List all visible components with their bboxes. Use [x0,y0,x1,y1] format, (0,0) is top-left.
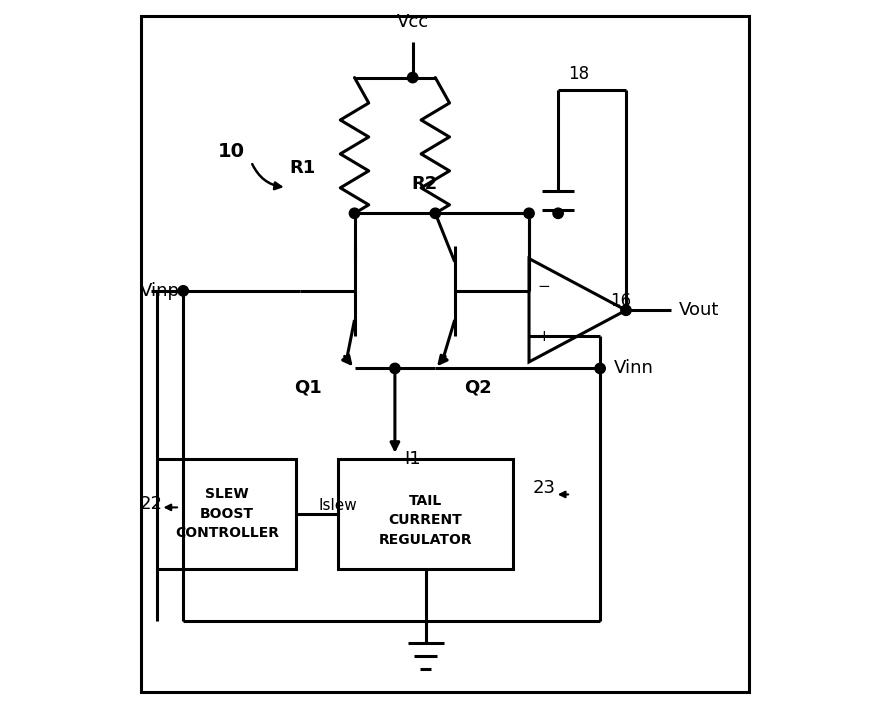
Text: TAIL
CURRENT
REGULATOR: TAIL CURRENT REGULATOR [379,494,473,547]
Text: 18: 18 [568,65,589,83]
Text: 22: 22 [140,495,163,513]
Text: R2: R2 [411,175,438,193]
Circle shape [178,286,189,296]
Text: Vcc: Vcc [397,13,429,31]
Circle shape [524,208,534,218]
Bar [158,459,296,569]
Circle shape [553,208,563,218]
Text: Islew: Islew [319,498,358,513]
Circle shape [408,73,417,82]
Text: Q1: Q1 [295,379,322,397]
Text: Vinn: Vinn [614,360,654,378]
Bar [338,459,513,569]
Text: 10: 10 [218,142,246,161]
Circle shape [350,208,360,218]
Text: Vout: Vout [679,301,719,319]
Text: $+$: $+$ [537,328,550,343]
Circle shape [390,363,400,373]
Text: R1: R1 [289,159,316,177]
Text: 23: 23 [532,479,555,497]
Circle shape [430,208,441,218]
Text: SLEW
BOOST
CONTROLLER: SLEW BOOST CONTROLLER [174,487,279,540]
Text: 16: 16 [610,292,631,309]
Text: $-$: $-$ [537,277,550,292]
Text: I1: I1 [405,450,421,468]
Text: Q2: Q2 [465,379,492,397]
Circle shape [621,305,631,316]
Text: Vinp: Vinp [140,282,180,300]
Circle shape [595,363,605,373]
